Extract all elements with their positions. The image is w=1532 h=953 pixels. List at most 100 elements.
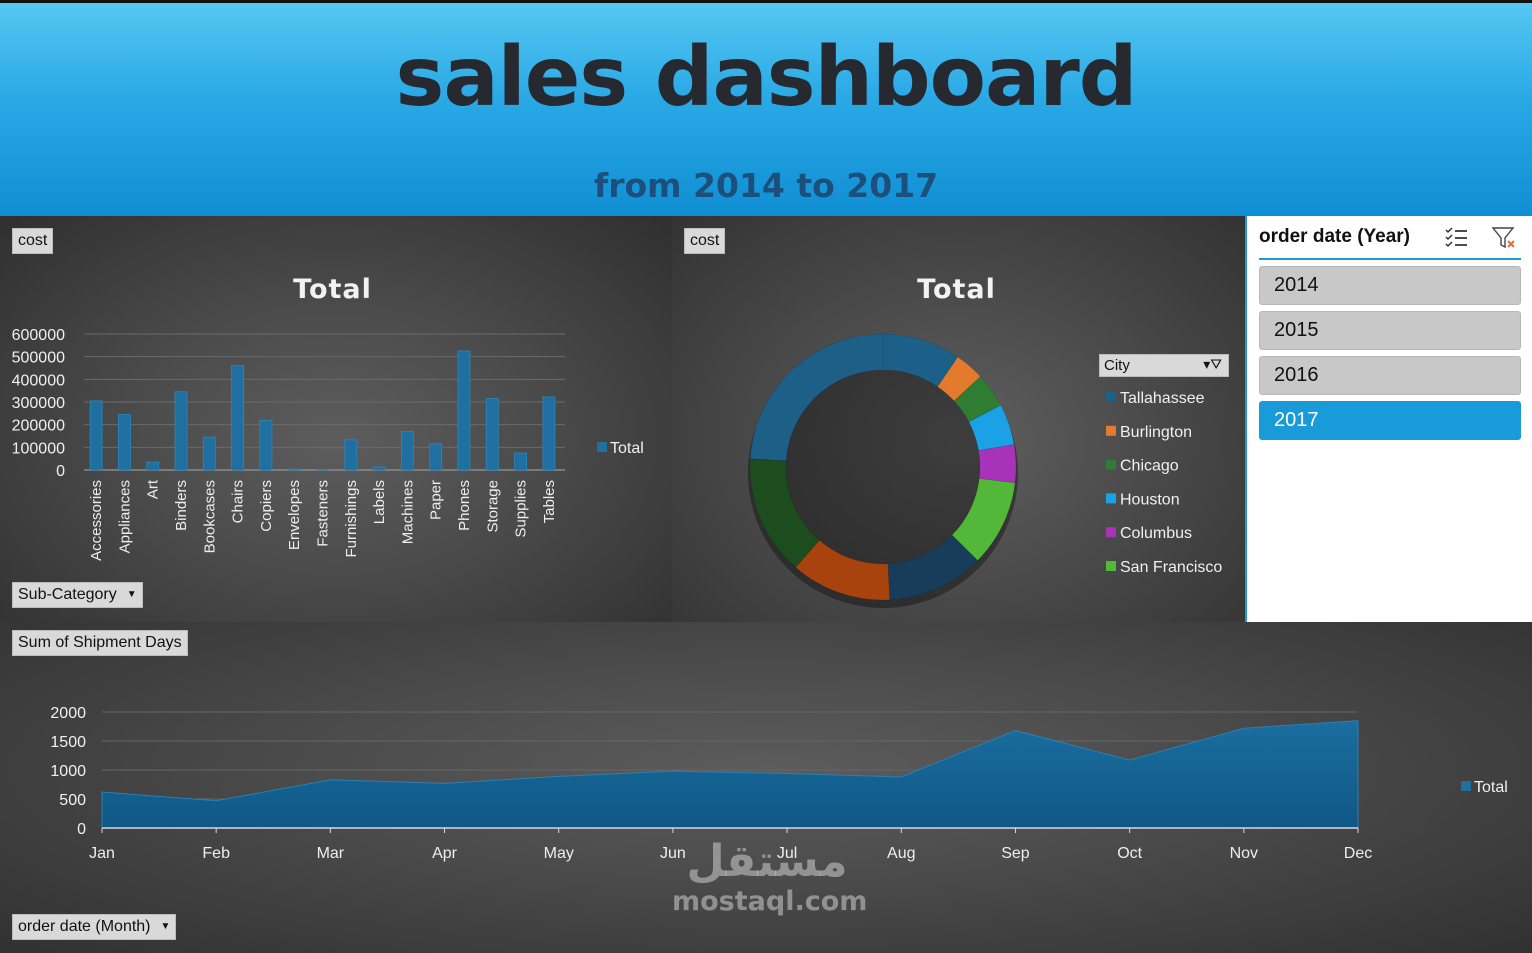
watermark-arabic: مستقل [686, 836, 848, 887]
y-tick-label: 600000 [12, 327, 65, 344]
x-tick-label: Furnishings [343, 480, 360, 558]
donut-slice [749, 333, 884, 462]
bar [146, 461, 160, 471]
x-tick-label: Bookcases [201, 480, 218, 553]
y-tick-label: 100000 [12, 440, 65, 457]
x-tick-label: Aug [887, 845, 915, 862]
x-tick-label: Dec [1344, 845, 1372, 862]
donut-slice [968, 404, 1015, 451]
sub-category-filter-button[interactable]: Sub-Category ▼ [12, 582, 143, 608]
y-tick-label: 400000 [12, 372, 65, 389]
donut-chart: Tallahassee Burlington Chicago Houston Colum… [748, 333, 1222, 608]
y-tick-label: 500 [59, 792, 86, 809]
bar [202, 436, 216, 471]
dashboard-subtitle: from 2014 to 2017 [593, 166, 939, 205]
y-tick-label: 1500 [50, 734, 86, 751]
area-chart-panel: Sum of Shipment Days 2000 1500 1000 500 0 Jan… [0, 622, 1532, 953]
y-tick-label: 0 [77, 821, 86, 838]
x-tick-label: Machines [399, 480, 416, 544]
donut-slice [978, 444, 1017, 484]
x-tick-label: Chairs [230, 480, 247, 523]
dropdown-arrow-icon-2: ▼ [160, 921, 171, 933]
filter-icon: ▾⛛ [1203, 356, 1222, 372]
x-tick-label: Fasteners [315, 480, 332, 547]
x-tick-label: Nov [1230, 845, 1258, 862]
watermark-latin: mostaql.com [672, 886, 868, 917]
y-tick-label: 500000 [12, 350, 65, 367]
legend-swatch [1106, 459, 1116, 470]
slicer-title: order date (Year) [1259, 226, 1410, 247]
bar [174, 391, 188, 471]
slicer-item-2016[interactable]: 2016 [1259, 356, 1521, 395]
legend-swatch [1461, 781, 1471, 791]
shipment-days-field-label: Sum of Shipment Days [18, 634, 182, 651]
legend-swatch [1106, 561, 1116, 571]
bar [344, 439, 358, 471]
dashboard-title: sales dashboard [395, 30, 1138, 125]
x-tick-label: Accessories [88, 480, 105, 561]
header-banner: sales dashboard from 2014 to 2017 [0, 0, 1532, 216]
area-series [101, 720, 1359, 829]
x-tick-label: Envelopes [286, 480, 303, 550]
legend-label: Total [1474, 779, 1508, 796]
x-tick-label: Copiers [258, 480, 275, 532]
donut-slice [953, 376, 1002, 423]
bar [542, 396, 556, 471]
y-tick-label: 1000 [50, 763, 86, 780]
x-tick-label: Tables [541, 480, 558, 523]
x-tick-label: Appliances [116, 480, 133, 553]
legend-label: Chicago [1120, 458, 1179, 475]
bar-chart: 600000 500000 400000 300000 200000 100000 0 Acc… [12, 327, 644, 561]
x-tick-label: Labels [371, 480, 388, 524]
x-tick-label: Storage [484, 480, 501, 533]
legend-swatch [1106, 425, 1116, 436]
slicer-divider [1259, 258, 1521, 260]
cost-field-button[interactable]: cost [12, 228, 54, 254]
order-month-filter-button[interactable]: order date (Month) ▼ [12, 914, 177, 940]
bar [89, 400, 103, 471]
x-tick-label: Supplies [513, 480, 530, 538]
multi-select-icon[interactable] [1443, 224, 1471, 252]
order-month-filter-label: order date (Month) [18, 918, 151, 935]
x-tick-label: Mar [317, 845, 345, 862]
year-slicer: order date (Year) 2014 2015 2016 2017 [1245, 216, 1532, 622]
cost-field-button-2[interactable]: cost [684, 228, 726, 254]
city-filter-button[interactable]: City ▾⛛ [1099, 354, 1229, 377]
bar [514, 452, 527, 471]
city-filter-label: City [1104, 357, 1130, 374]
x-tick-label: Apr [432, 845, 458, 862]
legend-label: San Francisco [1120, 559, 1222, 576]
dropdown-arrow-icon: ▼ [126, 589, 137, 601]
x-tick-label: Jun [660, 845, 686, 862]
legend-label: Houston [1120, 491, 1180, 508]
y-tick-label: 200000 [12, 418, 65, 435]
slicer-item-2015[interactable]: 2015 [1259, 311, 1521, 350]
bar [231, 365, 245, 471]
bar [457, 350, 471, 471]
legend-swatch [1106, 527, 1116, 538]
bar [485, 398, 499, 471]
x-tick-label: Binders [173, 480, 190, 531]
cost-field-label-2: cost [690, 232, 720, 249]
top-border [0, 0, 1532, 3]
bar-chart-title: Total [293, 274, 372, 305]
x-tick-label: Jan [89, 845, 115, 862]
slicer-item-2017[interactable]: 2017 [1259, 401, 1521, 440]
bar [429, 443, 443, 471]
legend-label: Total [610, 440, 644, 457]
slicer-item-2014[interactable]: 2014 [1259, 266, 1521, 305]
donut-slice [749, 458, 820, 568]
shipment-days-field-button[interactable]: Sum of Shipment Days [12, 630, 188, 656]
bar [287, 468, 301, 471]
x-tick-label: Sep [1001, 845, 1030, 862]
donut-chart-title: Total [917, 274, 996, 305]
legend-label: Burlington [1120, 424, 1192, 441]
sub-category-filter-label: Sub-Category [18, 586, 117, 603]
x-tick-label: Jul [777, 845, 797, 862]
watermark: مستقل mostaql.com [672, 836, 868, 918]
x-tick-label: Paper [428, 480, 445, 520]
clear-filter-icon[interactable] [1490, 224, 1518, 252]
x-tick-label: Oct [1117, 845, 1142, 862]
bar-chart-panel: cost Total 600000 500000 400000 300000 20000… [0, 216, 672, 622]
